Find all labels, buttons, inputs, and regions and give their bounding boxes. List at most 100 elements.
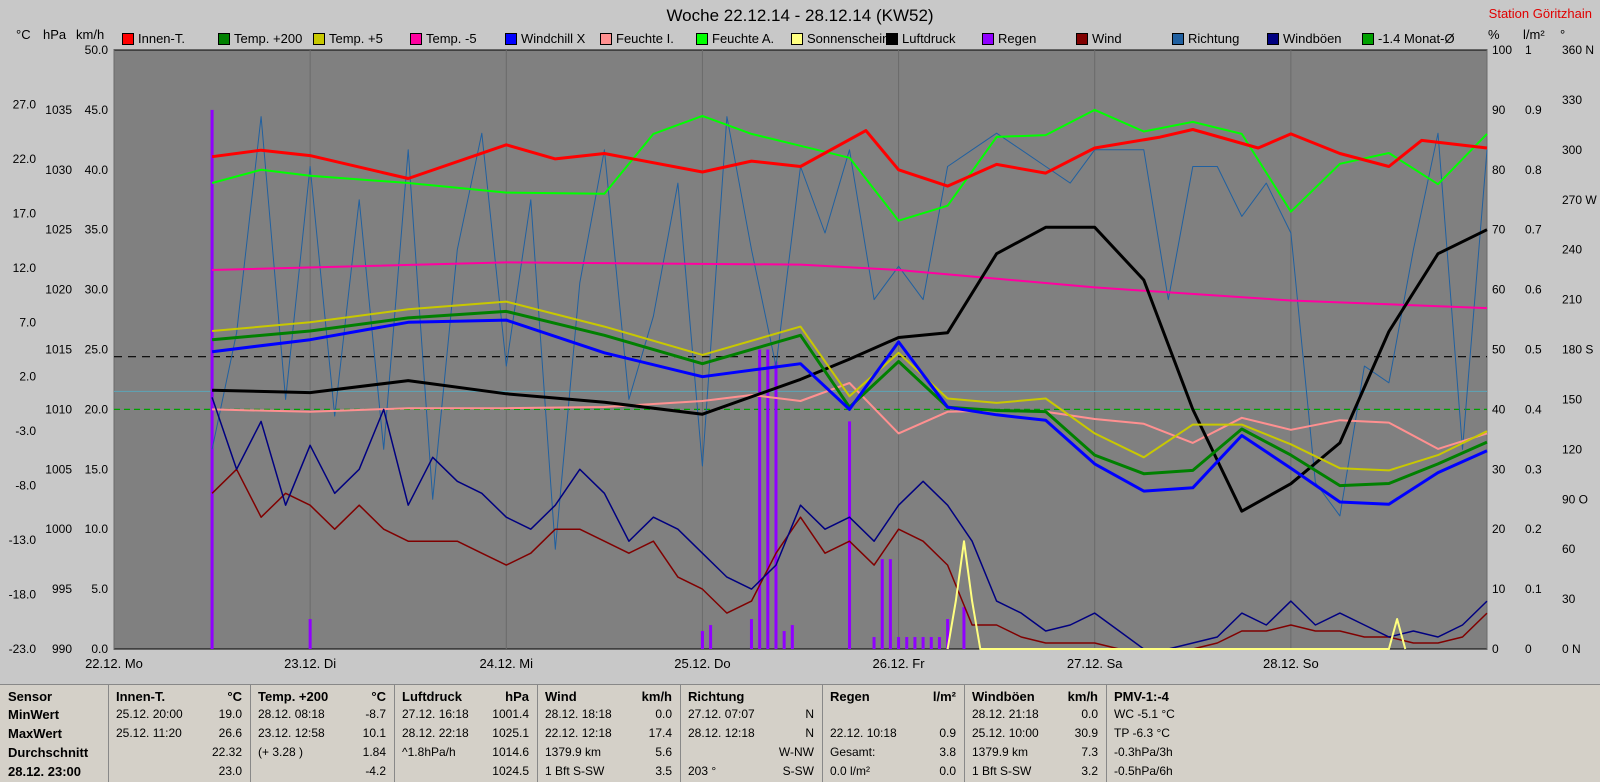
legend-label: Regen [998,31,1037,46]
stats-cell-label: 22.12. 10:18 [830,726,897,740]
percent-tick-label: 30 [1492,462,1506,476]
kmh-tick-label: 0.0 [91,642,108,656]
stats-column-header: Luftdruck [402,689,462,704]
series-line-temp-5 [212,300,1488,472]
series-line-feuchte-a- [211,108,1488,222]
stats-table: Sensor MinWert MaxWert Durchschnitt 28.12. 2… [0,684,1600,782]
lm2-tick-label: 0.4 [1525,402,1542,416]
celsius-tick-label: 2.0 [19,370,36,384]
stats-cell-label: WC -5.1 °C [1114,707,1175,721]
legend-label: Temp. +200 [234,31,303,46]
stats-column-unit: km/h [641,689,672,704]
stats-cell-value: N [805,726,814,740]
percent-tick-label: 90 [1492,103,1506,117]
lm2-tick-label: 0.5 [1525,343,1542,357]
legend-swatch [982,32,994,45]
stats-cell-value: N [805,707,814,721]
degree-tick-label: 180 S [1562,343,1593,357]
rain-bar [962,607,966,649]
rain-bar [709,625,713,649]
stats-cell-label: 28.12. 18:18 [545,707,612,721]
legend-label: Feuchte I. [616,31,674,46]
legend-swatch [410,32,422,45]
celsius-tick-label: -13.0 [9,533,37,547]
celsius-tick-label: -18.0 [9,588,37,602]
legend-item: Feuchte I. [600,31,674,46]
stats-cell-value: 5.6 [655,745,672,759]
series-line-temp-5 [212,261,1488,310]
degree-tick-label: 30 [1562,592,1576,606]
rain-bar [210,109,214,649]
legend-item: Windchill X [505,31,585,46]
legend-item: -1.4 Monat-Ø [1362,31,1455,46]
stats-cell-label: 27.12. 16:18 [402,707,469,721]
degree-unit-label: ° [1560,27,1566,42]
rain-bar [937,637,941,649]
rain-bar [888,559,892,649]
series-line-windb-en [211,397,1488,650]
stats-cell-label: -0.5hPa/6h [1114,764,1173,778]
hpa-tick-label: 1035 [45,103,72,117]
celsius-unit-label: °C [16,27,31,42]
percent-tick-label: 70 [1492,223,1506,237]
weather-chart: 27.0 22.0 17.0 12.0 7.0 2.0 -3.0 -8.0 -13.0 -18.0… [8,43,1598,671]
series-line-windchill-x [211,318,1488,506]
stats-cell-value: 10.1 [362,726,386,740]
rain-bar [897,637,901,649]
legend-item: Luftdruck [886,31,955,46]
series-line-wind [211,468,1488,650]
stats-column: Temp. +200 °C 28.12. 08:18 -8.7 23.12. 12:58… [250,685,395,782]
kmh-tick-label: 45.0 [85,103,109,117]
legend-item: Windböen [1267,31,1342,46]
stats-column: Wind km/h 28.12. 18:18 0.0 22.12. 12:18 17.4 1… [537,685,681,782]
rain-bar [774,361,778,649]
degree-tick-label: 240 [1562,243,1582,257]
legend-swatch [218,32,230,45]
stats-column-header: Richtung [688,689,745,704]
plot-area [113,49,1488,650]
x-tick-label: 23.12. Di [284,656,336,671]
rain-bar [790,625,794,649]
x-tick-label: 28.12. So [1263,656,1319,671]
legend-swatch [791,32,803,45]
stats-cell-value: 0.0 [655,707,672,721]
celsius-tick-label: 17.0 [13,206,37,220]
legend-label: Temp. +5 [329,31,383,46]
stats-cell-label: (+ 3.28 ) [258,745,304,759]
degree-tick-label: 360 N [1562,43,1594,57]
legend-swatch [1172,32,1184,45]
degree-tick-label: 90 O [1562,492,1588,506]
legend-swatch [600,32,612,45]
stats-column-unit: l/m² [932,689,956,704]
lm2-tick-label: 0 [1525,642,1532,656]
lm2-tick-label: 0.9 [1525,103,1542,117]
rain-bar [758,349,762,649]
stats-cell-value: 3.8 [939,745,956,759]
stats-cell-label: 203 ° [688,764,717,778]
rain-bar [929,637,933,649]
stats-cell-label: 28.12. 21:18 [972,707,1039,721]
celsius-tick-label: -8.0 [15,479,36,493]
stats-cell-value: 0.0 [1081,707,1098,721]
stats-column-header: Regen [830,689,870,704]
stats-column-unit: °C [227,689,242,704]
x-tick-label: 25.12. Do [674,656,730,671]
legend-swatch [122,32,134,45]
legend-label: Windchill X [521,31,586,46]
stats-cell-value: 17.4 [648,726,672,740]
stats-cell-label: MinWert [8,707,60,722]
celsius-tick-label: 7.0 [19,315,36,329]
stats-cell-value: 7.3 [1081,745,1098,759]
celsius-tick-label: -3.0 [15,424,36,438]
stats-column: Regen l/m² 22.12. 10:18 0.9 Gesamt: 3.8 0.0 l/… [822,685,965,782]
series-line-luftdruck [212,225,1488,513]
kmh-tick-label: 10.0 [85,522,109,536]
x-tick-label: 22.12. Mo [85,656,143,671]
stats-cell-label: 1379.9 km [972,745,1029,759]
percent-tick-label: 50 [1492,343,1506,357]
percent-tick-label: 60 [1492,283,1506,297]
stats-cell-label: 28.12. 08:18 [258,707,325,721]
celsius-tick-label: -23.0 [9,642,37,656]
degree-tick-label: 270 W [1562,193,1597,207]
x-tick-label: 26.12. Fr [873,656,926,671]
